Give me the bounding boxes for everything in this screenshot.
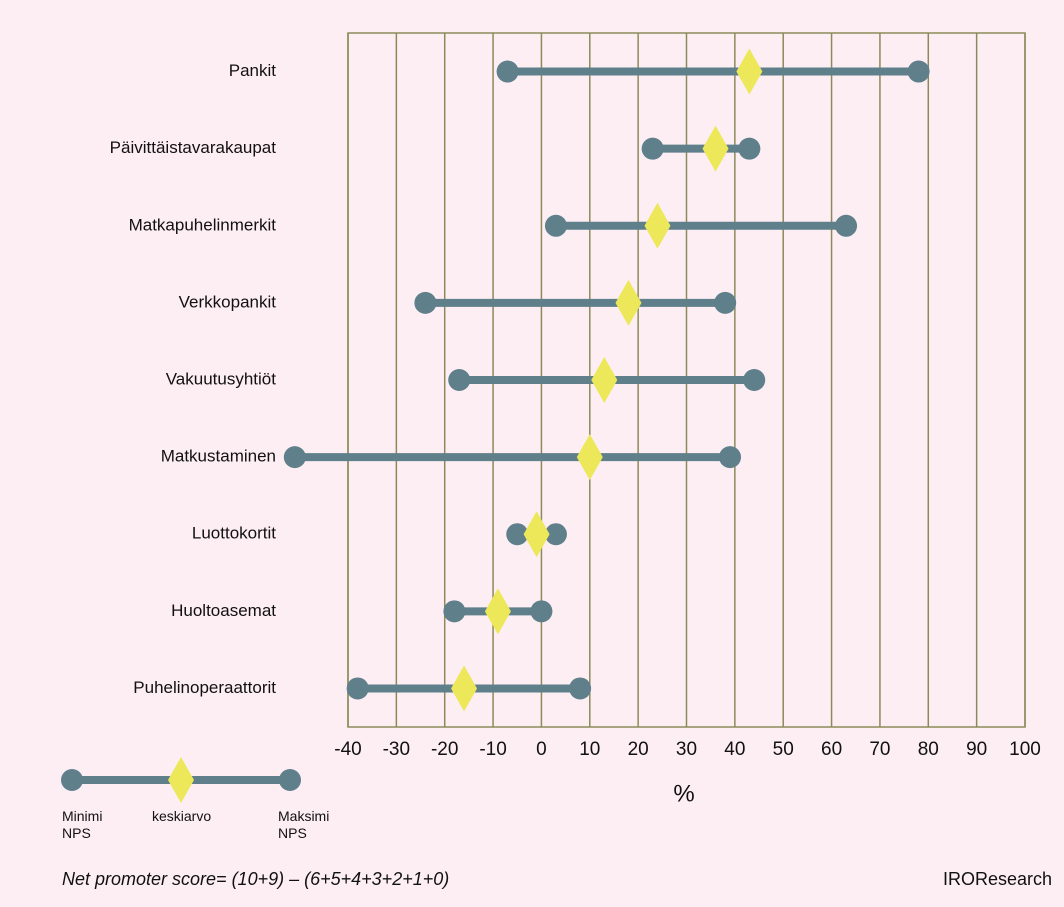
diamond	[451, 665, 478, 712]
x-tick-label: 30	[676, 739, 697, 760]
x-tick-label: 80	[918, 739, 939, 760]
x-tick-label: 50	[773, 739, 794, 760]
y-tick-label: Pankit	[229, 61, 277, 80]
diamond	[736, 48, 763, 95]
footnote: Net promoter score= (10+9) – (6+5+4+3+2+…	[62, 869, 449, 889]
diamond	[591, 357, 618, 403]
dot	[641, 137, 664, 160]
dot	[346, 677, 369, 700]
x-tick-label: 40	[724, 739, 745, 760]
dot	[738, 137, 761, 160]
dot	[835, 214, 858, 237]
dot	[544, 214, 567, 237]
dot	[743, 369, 766, 391]
y-tick-label: Verkkopankit	[179, 292, 277, 311]
dot	[544, 523, 567, 546]
diamond	[484, 588, 511, 635]
x-tick-label: 0	[536, 739, 547, 760]
dot	[569, 677, 592, 700]
dot	[443, 600, 466, 623]
y-tick-label: Matkapuhelinmerkit	[129, 215, 277, 234]
x-tick-label: 70	[869, 739, 890, 760]
dot	[283, 446, 306, 469]
x-tick-label: -30	[383, 739, 410, 760]
legend-dot	[61, 769, 83, 791]
legend-label: Maksimi NPS	[278, 808, 330, 841]
dot	[719, 446, 742, 469]
y-tick-label: Huoltoasemat	[171, 601, 276, 620]
y-tick-label: Luottokortit	[192, 524, 276, 543]
legend-dot	[279, 769, 301, 791]
dot	[414, 291, 437, 314]
y-tick-label: Matkustaminen	[161, 447, 276, 466]
x-axis-label: %	[673, 780, 694, 807]
dot	[496, 60, 519, 83]
x-tick-label: 100	[1009, 739, 1041, 760]
y-tick-label: Vakuutusyhtiöt	[166, 369, 277, 388]
dot	[506, 523, 529, 546]
x-tick-label: -10	[479, 739, 506, 760]
y-tick-label: Päivittäistavarakaupat	[110, 138, 277, 157]
x-tick-label: 60	[821, 739, 842, 760]
y-tick-label: Puhelinoperaattorit	[133, 678, 276, 697]
legend-label: keskiarvo	[152, 808, 212, 824]
x-tick-label: -40	[334, 739, 361, 760]
x-tick-label: 20	[628, 739, 649, 760]
dot	[448, 369, 471, 391]
dot	[714, 291, 737, 314]
dot	[907, 60, 930, 83]
x-tick-label: 10	[579, 739, 600, 760]
x-tick-label: -20	[431, 739, 458, 760]
diamond	[702, 125, 729, 172]
x-tick-label: 90	[966, 739, 987, 760]
diamond	[576, 434, 603, 481]
legend-label: Minimi NPS	[62, 808, 103, 841]
legend-diamond	[168, 757, 194, 803]
diamond	[523, 511, 550, 558]
diamond	[615, 279, 642, 326]
dot	[530, 600, 553, 623]
diamond	[644, 202, 671, 249]
source: IROResearch	[943, 869, 1052, 889]
